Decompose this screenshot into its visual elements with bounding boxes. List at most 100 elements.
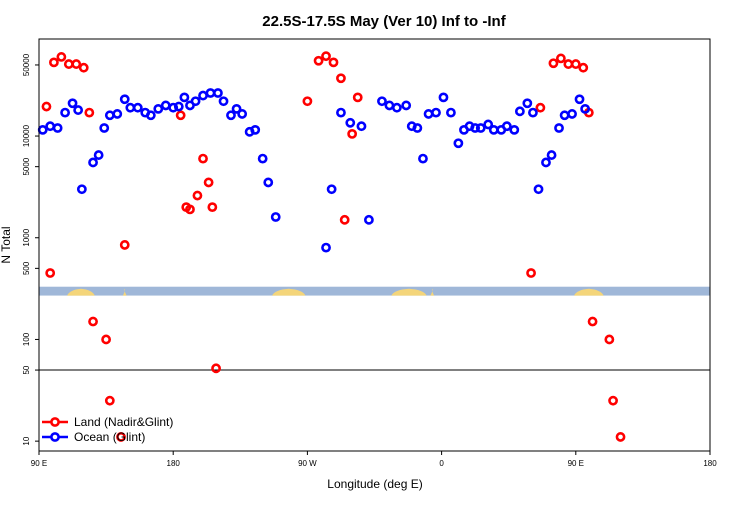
legend-marker — [50, 432, 60, 442]
x-axis: 90 E 180 90 W 0 90 E 180 — [31, 451, 717, 468]
land-point — [302, 96, 313, 107]
ocean-point — [336, 107, 346, 118]
map-strip-land — [122, 288, 127, 296]
land-point — [555, 53, 566, 64]
ocean-point — [179, 92, 190, 103]
legend-marker — [50, 417, 60, 427]
land-point — [587, 316, 598, 327]
y-tick-label: 500 — [22, 261, 31, 275]
ocean-point — [93, 150, 104, 160]
land-point — [347, 128, 358, 139]
ocean-point — [574, 94, 585, 105]
land-point — [321, 51, 331, 62]
ocean-point — [412, 123, 423, 133]
ocean-point — [173, 101, 184, 112]
map-strip — [39, 286, 710, 296]
land-point — [211, 363, 221, 374]
map-strip-land — [271, 288, 306, 296]
ocean-point — [356, 121, 367, 132]
land-point — [88, 316, 98, 327]
ocean-point — [475, 123, 486, 133]
land-point — [313, 55, 324, 66]
map-strip-land — [66, 288, 95, 296]
land-point — [119, 240, 130, 250]
ocean-point — [132, 102, 143, 113]
x-tick-label: 0 — [439, 459, 444, 468]
ocean-point — [190, 96, 201, 107]
land-point — [49, 57, 59, 68]
series-ocean — [37, 88, 591, 253]
ocean-point — [321, 242, 331, 253]
y-axis: 10 50 100 500 1000 5000 10000 50000 — [22, 53, 39, 446]
ocean-point — [119, 94, 130, 105]
land-point — [198, 153, 208, 164]
land-point — [41, 101, 52, 112]
ocean-point — [446, 107, 456, 118]
land-point — [71, 59, 82, 69]
land-point — [604, 334, 615, 345]
ocean-point — [345, 117, 356, 128]
ocean-point — [237, 109, 248, 119]
land-point — [548, 58, 559, 69]
ocean-point — [391, 102, 402, 113]
x-tick-label: 90 E — [31, 459, 47, 468]
legend: Land (Nadir&Glint)Ocean (Glint) — [42, 415, 173, 444]
x-axis-label: Longitude (deg E) — [327, 477, 422, 491]
map-strip-land — [430, 288, 435, 296]
x-tick-label: 90 E — [568, 459, 584, 468]
land-point — [116, 432, 126, 442]
land-point — [352, 92, 363, 103]
map-strip-ocean — [39, 286, 710, 296]
ocean-point — [453, 138, 464, 149]
ocean-point — [226, 110, 236, 121]
series-land — [41, 51, 626, 442]
y-tick-label: 5000 — [22, 157, 31, 175]
y-tick-label: 10 — [22, 436, 31, 445]
x-tick-label: 180 — [167, 459, 181, 468]
land-point — [84, 107, 95, 118]
ocean-point — [73, 105, 84, 115]
legend-label: Ocean (Glint) — [74, 430, 145, 444]
ocean-point — [528, 107, 538, 118]
chart-title: 22.5S-17.5S May (Ver 10) Inf to -Inf — [262, 13, 506, 30]
y-axis-label: N Total — [0, 226, 13, 263]
data-points — [37, 51, 626, 442]
y-tick-label: 1000 — [22, 228, 31, 246]
land-point — [339, 214, 350, 225]
ocean-point — [567, 109, 577, 119]
ocean-point — [145, 110, 156, 121]
ocean-point — [546, 150, 557, 160]
ocean-point — [168, 102, 179, 113]
ocean-point — [52, 123, 63, 133]
land-point — [608, 395, 618, 406]
land-point — [578, 62, 589, 73]
ocean-point — [263, 177, 274, 188]
ocean-point — [554, 123, 564, 133]
ocean-point — [88, 157, 98, 168]
ocean-point — [67, 98, 78, 109]
map-strip-land — [573, 288, 604, 296]
land-point — [185, 204, 195, 215]
ocean-point — [250, 124, 261, 135]
ocean-point — [213, 88, 223, 98]
ocean-point — [99, 123, 110, 133]
y-tick-label: 50000 — [22, 53, 31, 76]
ocean-point — [522, 98, 533, 109]
land-point — [207, 202, 218, 213]
ocean-point — [231, 103, 242, 114]
ocean-point — [431, 107, 441, 118]
y-tick-label: 10000 — [22, 124, 31, 147]
ocean-point — [580, 103, 591, 114]
plot-frame — [38, 38, 711, 452]
ocean-point — [483, 119, 494, 130]
ocean-point — [60, 107, 70, 118]
y-tick-label: 50 — [22, 365, 31, 374]
ocean-point — [533, 184, 544, 195]
y-tick-label: 100 — [22, 332, 31, 346]
land-point — [45, 268, 56, 278]
map-strip-land — [391, 288, 427, 296]
x-tick-label: 180 — [703, 459, 717, 468]
ocean-point — [364, 214, 374, 225]
